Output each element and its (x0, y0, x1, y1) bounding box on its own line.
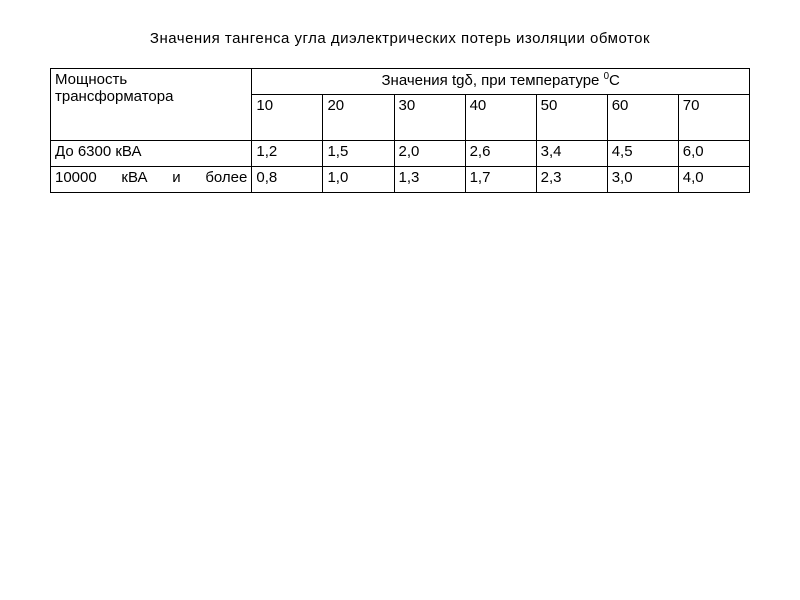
table-cell: 0,8 (252, 166, 323, 192)
table-cell: 2,3 (536, 166, 607, 192)
header-power-line2: трансформатора (55, 88, 173, 105)
row-label: До 6300 кВА (51, 140, 252, 166)
header-values-span: Значения tgδ, при температуре 0С (252, 68, 750, 94)
temp-col: 50 (536, 94, 607, 140)
table-cell: 1,3 (394, 166, 465, 192)
table-cell: 2,0 (394, 140, 465, 166)
table-cell: 1,5 (323, 140, 394, 166)
temp-col: 60 (607, 94, 678, 140)
table-cell: 6,0 (678, 140, 749, 166)
table-cell: 4,5 (607, 140, 678, 166)
header-span-prefix: Значения tgδ, при температуре (382, 72, 604, 89)
temp-col: 70 (678, 94, 749, 140)
page-title: Значения тангенса угла диэлектрических п… (50, 28, 750, 50)
temp-col: 40 (465, 94, 536, 140)
header-power-line1: Мощность (55, 71, 127, 88)
data-table: Мощность трансформатора Значения tgδ, пр… (50, 68, 750, 193)
table-cell: 3,4 (536, 140, 607, 166)
table-cell: 1,2 (252, 140, 323, 166)
table-cell: 1,7 (465, 166, 536, 192)
header-power-label: Мощность трансформатора (51, 68, 252, 140)
table-data-row-2: 10000 кВА и более 0,8 1,0 1,3 1,7 2,3 3,… (51, 166, 750, 192)
temp-col: 20 (323, 94, 394, 140)
temp-col: 10 (252, 94, 323, 140)
table-cell: 3,0 (607, 166, 678, 192)
table-cell: 2,6 (465, 140, 536, 166)
table-cell: 1,0 (323, 166, 394, 192)
table-data-row-1: До 6300 кВА 1,2 1,5 2,0 2,6 3,4 4,5 6,0 (51, 140, 750, 166)
row-label: 10000 кВА и более (51, 166, 252, 192)
table-header-row-1: Мощность трансформатора Значения tgδ, пр… (51, 68, 750, 94)
header-span-suffix: С (609, 72, 620, 89)
temp-col: 30 (394, 94, 465, 140)
table-cell: 4,0 (678, 166, 749, 192)
